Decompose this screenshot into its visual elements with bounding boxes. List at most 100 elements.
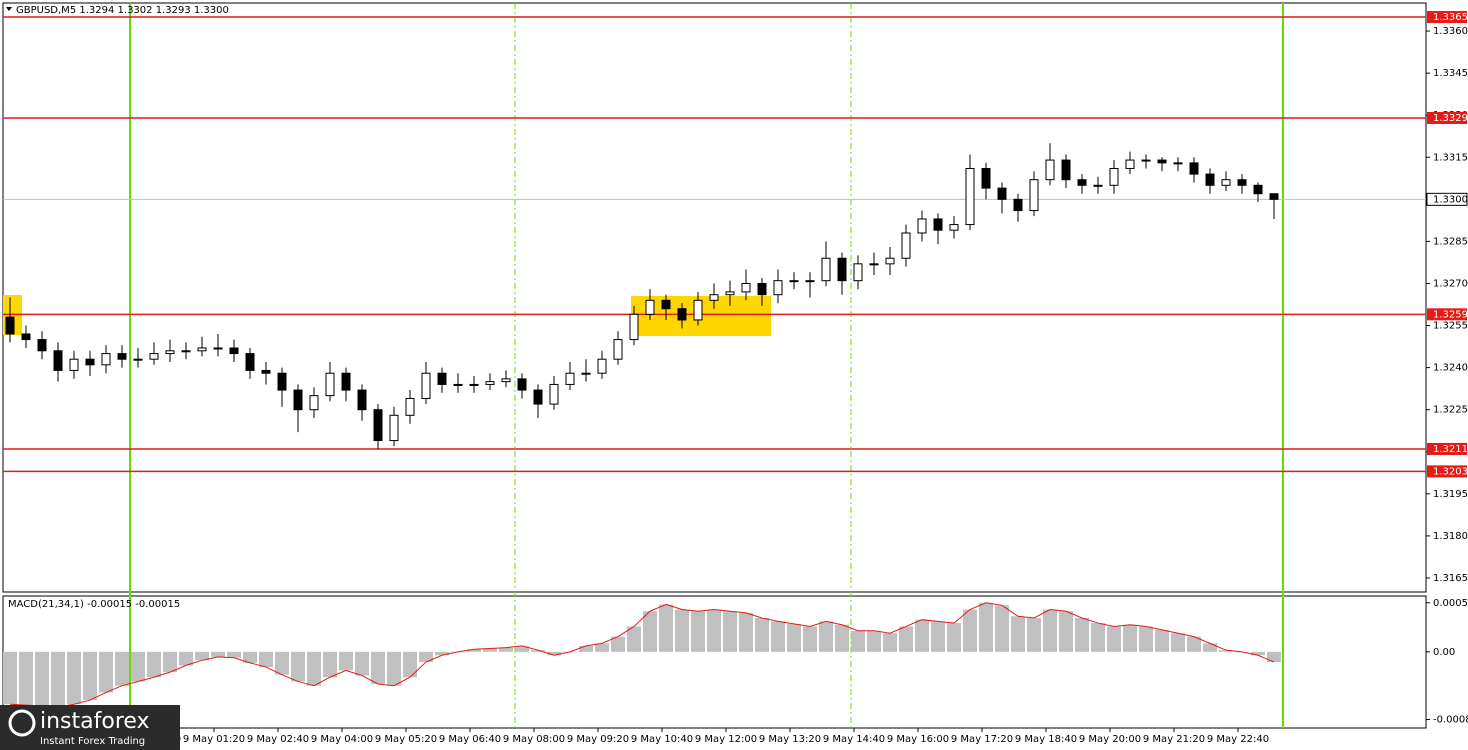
x-tick-label: 9 May 10:40 xyxy=(631,734,693,745)
macd-bar xyxy=(979,602,993,652)
candle-body xyxy=(149,353,159,360)
chart-title: GBPUSD,M5 1.3294 1.3302 1.3293 1.3300 xyxy=(16,5,229,16)
candle-body xyxy=(517,378,527,391)
macd-bar xyxy=(115,651,129,686)
candle-body xyxy=(197,347,207,352)
macd-bar xyxy=(899,626,913,652)
candle-body xyxy=(981,167,991,189)
macd-bar xyxy=(835,624,849,652)
candle-body xyxy=(1205,173,1215,186)
level-box xyxy=(1427,308,1467,321)
x-tick-label: 9 May 18:40 xyxy=(1015,734,1077,745)
macd-bar xyxy=(131,651,145,682)
macd-bar xyxy=(579,645,593,652)
level-box xyxy=(1427,11,1467,24)
macd-bar xyxy=(851,630,865,652)
candle-body xyxy=(1109,167,1119,186)
macd-bar xyxy=(739,612,753,652)
macd-bar xyxy=(291,651,305,682)
candle-body xyxy=(677,308,687,321)
macd-bar xyxy=(1059,611,1073,652)
candle-body xyxy=(293,389,303,411)
macd-bar xyxy=(691,611,705,652)
macd-bar xyxy=(771,621,785,652)
candle-body xyxy=(757,282,767,296)
candle-body xyxy=(325,372,335,397)
candle-body xyxy=(1237,179,1247,186)
candle-body xyxy=(581,372,591,375)
candle-body xyxy=(213,347,223,350)
x-tick-label: 9 May 08:00 xyxy=(503,734,565,745)
candle-body xyxy=(1253,184,1263,195)
candle-body xyxy=(229,347,239,355)
y-tick-label: 0.00 xyxy=(1433,647,1455,658)
candle-body xyxy=(37,339,47,352)
candle-body xyxy=(661,299,671,310)
y-tick-label: 1.3255 xyxy=(1433,321,1468,332)
candle-body xyxy=(949,224,959,231)
macd-bar xyxy=(195,651,209,661)
candle-body xyxy=(1093,184,1103,187)
level-label: 1.3365 xyxy=(1433,12,1468,23)
y-tick-label: 1.3180 xyxy=(1433,531,1468,542)
x-tick-label: 9 May 02:40 xyxy=(247,734,309,745)
macd-bar xyxy=(819,621,833,652)
macd-bar xyxy=(355,651,369,676)
candle-body xyxy=(1189,162,1199,175)
macd-bar xyxy=(723,611,737,652)
candle-body xyxy=(997,187,1007,200)
x-tick-label: 9 May 09:20 xyxy=(567,734,629,745)
macd-bar xyxy=(147,651,161,678)
x-tick-label: 9 May 16:00 xyxy=(887,734,949,745)
plot: 1.33601.33451.33301.33151.33001.32851.32… xyxy=(0,11,1468,745)
logo-name: instaforex xyxy=(40,709,150,734)
candle-body xyxy=(1077,179,1087,186)
candle-body xyxy=(405,397,415,416)
y-tick-label: 1.3345 xyxy=(1433,68,1468,79)
macd-bar xyxy=(1171,633,1185,652)
x-tick-label: 9 May 05:20 xyxy=(375,734,437,745)
candle-body xyxy=(869,263,879,266)
candle-body xyxy=(549,383,559,405)
candle-body xyxy=(1013,198,1023,212)
candle-body xyxy=(165,350,175,355)
level-label: 1.3203 xyxy=(1433,466,1468,477)
macd-bar xyxy=(19,651,33,706)
x-tick-label: 9 May 14:40 xyxy=(823,734,885,745)
candle-body xyxy=(309,395,319,411)
macd-bar xyxy=(1267,651,1281,662)
candle-body xyxy=(485,381,495,385)
level-box xyxy=(1427,465,1467,478)
macd-bar xyxy=(1187,636,1201,652)
y-tick-label: 1.3165 xyxy=(1433,573,1468,584)
macd-bar xyxy=(531,650,545,652)
macd-bar xyxy=(307,651,321,686)
candle-body xyxy=(533,389,543,405)
candle-body xyxy=(1157,159,1167,164)
y-tick-label: 1.3285 xyxy=(1433,236,1468,247)
candle-body xyxy=(837,257,847,282)
macd-bar xyxy=(547,651,561,656)
macd-bar xyxy=(595,643,609,652)
x-tick-label: 9 May 12:00 xyxy=(695,734,757,745)
candle-body xyxy=(565,372,575,385)
candle-body xyxy=(1173,162,1183,165)
level-box xyxy=(1427,111,1467,124)
candle-body xyxy=(1221,179,1231,186)
macd-bar xyxy=(1219,650,1233,652)
macd-bar xyxy=(803,626,817,652)
y-tick-label: 1.3315 xyxy=(1433,152,1468,163)
macd-bar xyxy=(659,604,673,652)
macd-bar xyxy=(515,645,529,652)
y-tick-label: 1.3225 xyxy=(1433,405,1468,416)
candle-body xyxy=(357,389,367,411)
macd-bar xyxy=(947,623,961,652)
y-tick-label: 0.00058 xyxy=(1433,598,1468,609)
macd-bar xyxy=(387,651,401,686)
macd-bar xyxy=(1203,643,1217,652)
macd-bar xyxy=(643,611,657,652)
x-tick-label: 9 May 01:20 xyxy=(183,734,245,745)
macd-bar xyxy=(755,618,769,652)
macd-bar xyxy=(1155,629,1169,652)
